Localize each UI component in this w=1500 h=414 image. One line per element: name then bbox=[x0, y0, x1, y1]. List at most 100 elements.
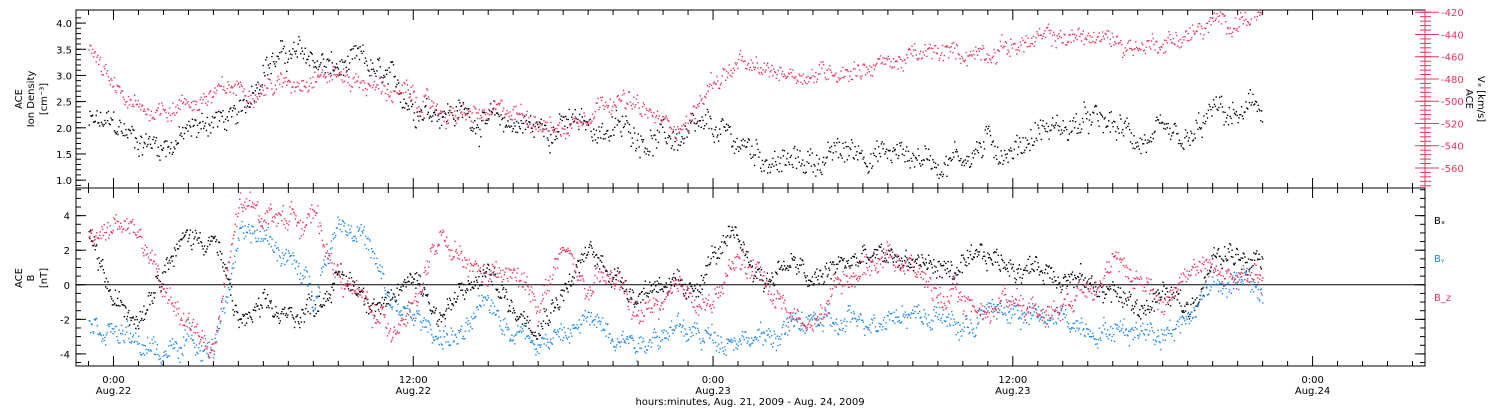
ion-density-point bbox=[133, 130, 134, 131]
ion-density-point bbox=[1058, 130, 1059, 131]
vx-point bbox=[1180, 39, 1181, 40]
bx-point bbox=[808, 280, 809, 281]
vx-point bbox=[953, 42, 954, 43]
bx-point bbox=[391, 289, 392, 290]
bx-point bbox=[935, 271, 936, 272]
bx-point bbox=[296, 316, 297, 317]
ion-density-point bbox=[1121, 132, 1122, 133]
vx-point bbox=[1070, 34, 1071, 35]
bx-point bbox=[1068, 274, 1069, 275]
bx-point bbox=[343, 274, 344, 275]
bx-point bbox=[244, 325, 245, 326]
bx-point bbox=[585, 257, 586, 258]
ion-density-point bbox=[843, 147, 844, 148]
bx-point bbox=[776, 272, 777, 273]
by-point bbox=[154, 354, 155, 355]
vx-point bbox=[353, 78, 354, 79]
bx-point bbox=[902, 260, 903, 261]
bx-point bbox=[1001, 255, 1002, 256]
ion-density-point bbox=[141, 137, 142, 138]
vx-point bbox=[1212, 17, 1213, 18]
vx-point bbox=[415, 102, 416, 103]
bx-point bbox=[274, 314, 275, 315]
by-point bbox=[166, 357, 167, 358]
ion-density-point bbox=[1021, 153, 1022, 154]
ion-density-point bbox=[1042, 120, 1043, 121]
ion-density-point bbox=[1072, 120, 1073, 121]
top-left-tick-label: 2.0 bbox=[56, 124, 72, 135]
bx-point bbox=[977, 256, 978, 257]
bx-point bbox=[502, 289, 503, 290]
vx-point bbox=[737, 68, 738, 69]
vx-point bbox=[257, 99, 258, 100]
vx-point bbox=[684, 125, 685, 126]
bx-point bbox=[511, 301, 512, 302]
ion-density-point bbox=[430, 116, 431, 117]
ion-density-point bbox=[829, 147, 830, 148]
ion-density-point bbox=[1153, 138, 1154, 139]
vx-point bbox=[630, 102, 631, 103]
vx-point bbox=[980, 59, 981, 60]
by-point bbox=[149, 343, 150, 344]
vx-point bbox=[1174, 44, 1175, 45]
vx-point bbox=[487, 113, 488, 114]
vx-point bbox=[1072, 34, 1073, 35]
ion-density-point bbox=[880, 156, 881, 157]
vx-point bbox=[1128, 40, 1129, 41]
vx-point bbox=[1110, 39, 1111, 40]
bx-point bbox=[1010, 260, 1011, 261]
vx-point bbox=[234, 85, 235, 86]
bx-point bbox=[1014, 278, 1015, 279]
ion-density-point bbox=[1001, 155, 1002, 156]
bx-point bbox=[559, 306, 560, 307]
ion-density-point bbox=[987, 133, 988, 134]
bx-point bbox=[812, 276, 813, 277]
ion-density-point bbox=[417, 116, 418, 117]
ion-density-point bbox=[525, 129, 526, 130]
bx-point bbox=[1007, 271, 1008, 272]
by-point bbox=[141, 354, 142, 355]
bx-point bbox=[94, 236, 95, 237]
bx-point bbox=[845, 267, 846, 268]
vx-point bbox=[433, 102, 434, 103]
bx-point bbox=[256, 303, 257, 304]
ion-density-point bbox=[942, 176, 943, 177]
vx-point bbox=[473, 106, 474, 107]
bx-point bbox=[115, 289, 116, 290]
ion-density-point bbox=[509, 127, 510, 128]
by-point bbox=[293, 255, 294, 256]
vx-point bbox=[247, 102, 248, 103]
ion-density-point bbox=[562, 120, 563, 121]
ion-density-point bbox=[978, 152, 979, 153]
ion-density-point bbox=[396, 84, 397, 85]
bx-point bbox=[956, 267, 957, 268]
vx-point bbox=[139, 103, 140, 104]
ion-density-point bbox=[920, 165, 921, 166]
bx-point bbox=[269, 301, 270, 302]
bx-point bbox=[223, 262, 224, 263]
vx-point bbox=[682, 129, 683, 130]
vx-point bbox=[612, 106, 613, 107]
vx-point bbox=[715, 83, 716, 84]
vx-point bbox=[335, 74, 336, 75]
ion-density-point bbox=[1202, 122, 1203, 123]
bx-point bbox=[557, 304, 558, 305]
bx-point bbox=[570, 284, 571, 285]
ion-density-point bbox=[324, 66, 325, 67]
ion-density-point bbox=[1029, 150, 1030, 151]
bx-point bbox=[965, 264, 966, 265]
bx-point bbox=[235, 305, 236, 306]
bx-point bbox=[828, 268, 829, 269]
ion-density-point bbox=[1103, 132, 1104, 133]
vx-point bbox=[1237, 31, 1238, 32]
bx-point bbox=[961, 255, 962, 256]
bx-point bbox=[642, 299, 643, 300]
ion-density-point bbox=[435, 114, 436, 115]
vx-point bbox=[1082, 34, 1083, 35]
vx-point bbox=[813, 75, 814, 76]
vx-point bbox=[444, 117, 445, 118]
bx-point bbox=[199, 237, 200, 238]
vx-point bbox=[1197, 26, 1198, 27]
vx-point bbox=[215, 93, 216, 94]
bx-point bbox=[1028, 259, 1029, 260]
